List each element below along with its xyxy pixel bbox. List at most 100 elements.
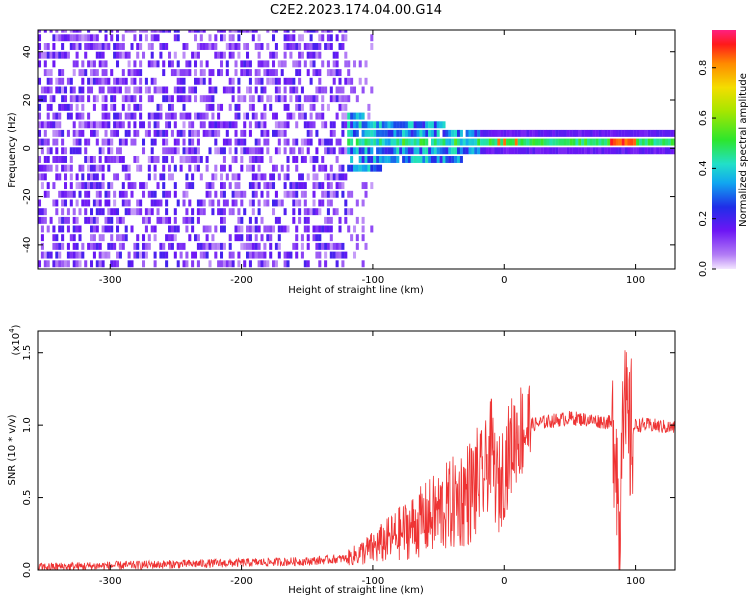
heat-cell bbox=[344, 173, 348, 181]
heat-cell bbox=[196, 242, 200, 250]
heat-cell bbox=[69, 103, 73, 111]
heat-cell bbox=[159, 173, 163, 181]
heat-cell bbox=[292, 43, 296, 50]
heat-cell bbox=[92, 225, 96, 233]
heat-cell bbox=[55, 121, 59, 129]
heat-cell bbox=[263, 199, 267, 207]
heat-cell bbox=[81, 103, 85, 111]
heat-cell bbox=[202, 242, 206, 250]
heat-cell bbox=[64, 164, 68, 172]
heat-cell bbox=[303, 95, 307, 103]
heat-cell bbox=[248, 69, 252, 77]
heat-cell bbox=[309, 112, 313, 120]
heat-cell bbox=[231, 77, 235, 85]
heat-cell bbox=[52, 60, 56, 68]
heat-cell bbox=[196, 51, 200, 59]
heat-cell bbox=[350, 208, 354, 216]
heat-cell bbox=[179, 69, 183, 77]
heat-cell bbox=[347, 208, 351, 216]
heat-cell bbox=[199, 199, 203, 207]
heat-cell bbox=[61, 260, 65, 268]
heat-cell bbox=[341, 173, 345, 181]
heat-cell bbox=[49, 251, 53, 259]
heat-cell bbox=[367, 129, 371, 137]
heat-cell bbox=[98, 260, 102, 268]
heat-cell bbox=[274, 77, 278, 85]
heat-cell bbox=[670, 147, 674, 155]
heat-cell bbox=[237, 103, 241, 111]
heat-cell bbox=[133, 208, 137, 216]
heat-cell bbox=[199, 34, 203, 42]
heat-cell bbox=[92, 77, 96, 85]
heat-cell bbox=[191, 30, 195, 33]
heat-cell bbox=[353, 60, 357, 68]
heat-cell bbox=[329, 182, 333, 190]
heat-cell bbox=[107, 164, 111, 172]
heat-cell bbox=[347, 129, 351, 137]
heat-cell bbox=[43, 95, 47, 103]
heat-cell bbox=[298, 34, 302, 42]
heat-cell bbox=[43, 43, 47, 50]
heat-cell bbox=[95, 129, 99, 137]
heat-cell bbox=[176, 147, 180, 155]
heat-cell bbox=[523, 138, 527, 146]
heat-cell bbox=[159, 30, 163, 33]
heat-cell bbox=[274, 112, 278, 120]
heat-cell bbox=[168, 103, 172, 111]
heat-cell bbox=[390, 121, 394, 129]
heat-cell bbox=[182, 199, 186, 207]
heat-cell bbox=[569, 129, 573, 137]
heat-cell bbox=[257, 242, 261, 250]
heat-cell bbox=[361, 260, 365, 268]
heat-cell bbox=[231, 30, 235, 33]
heat-cell bbox=[474, 147, 478, 155]
heat-cell bbox=[338, 86, 342, 94]
heat-cell bbox=[127, 69, 131, 77]
heat-cell bbox=[491, 138, 495, 146]
heat-cell bbox=[246, 69, 250, 77]
heat-cell bbox=[624, 147, 628, 155]
heat-cell bbox=[52, 182, 56, 190]
heat-cell bbox=[338, 69, 342, 77]
heat-cell bbox=[277, 60, 281, 68]
heat-cell bbox=[205, 112, 209, 120]
heat-cell bbox=[110, 234, 114, 242]
y-tick-label: 0 bbox=[22, 145, 33, 151]
heat-cell bbox=[451, 129, 455, 137]
heat-cell bbox=[457, 129, 461, 137]
heat-cell bbox=[546, 147, 550, 155]
heat-cell bbox=[116, 260, 120, 268]
heat-cell bbox=[575, 129, 579, 137]
heat-cell bbox=[194, 129, 198, 137]
heat-cell bbox=[225, 43, 229, 50]
heat-cell bbox=[72, 43, 76, 50]
heat-cell bbox=[344, 60, 348, 68]
heat-cell bbox=[555, 129, 559, 137]
heat-cell bbox=[133, 69, 137, 77]
heat-cell bbox=[217, 147, 221, 155]
heat-cell bbox=[38, 173, 42, 181]
heat-cell bbox=[38, 138, 42, 146]
heat-cell bbox=[289, 190, 293, 198]
heat-cell bbox=[488, 147, 492, 155]
heat-cell bbox=[558, 138, 562, 146]
heat-cell bbox=[43, 129, 47, 137]
heat-cell bbox=[118, 190, 122, 198]
heat-cell bbox=[260, 112, 264, 120]
heat-cell bbox=[113, 77, 117, 85]
heat-cell bbox=[101, 234, 105, 242]
heat-cell bbox=[231, 86, 235, 94]
heat-cell bbox=[537, 129, 541, 137]
heat-cell bbox=[326, 225, 330, 233]
heat-cell bbox=[266, 138, 270, 146]
heat-cell bbox=[277, 86, 281, 94]
heat-cell bbox=[98, 147, 102, 155]
heat-cell bbox=[335, 112, 339, 120]
heat-cell bbox=[277, 121, 281, 129]
heat-cell bbox=[220, 173, 224, 181]
heat-cell bbox=[393, 156, 397, 163]
heat-cell bbox=[211, 182, 215, 190]
heat-cell bbox=[274, 147, 278, 155]
heat-cell bbox=[179, 251, 183, 259]
